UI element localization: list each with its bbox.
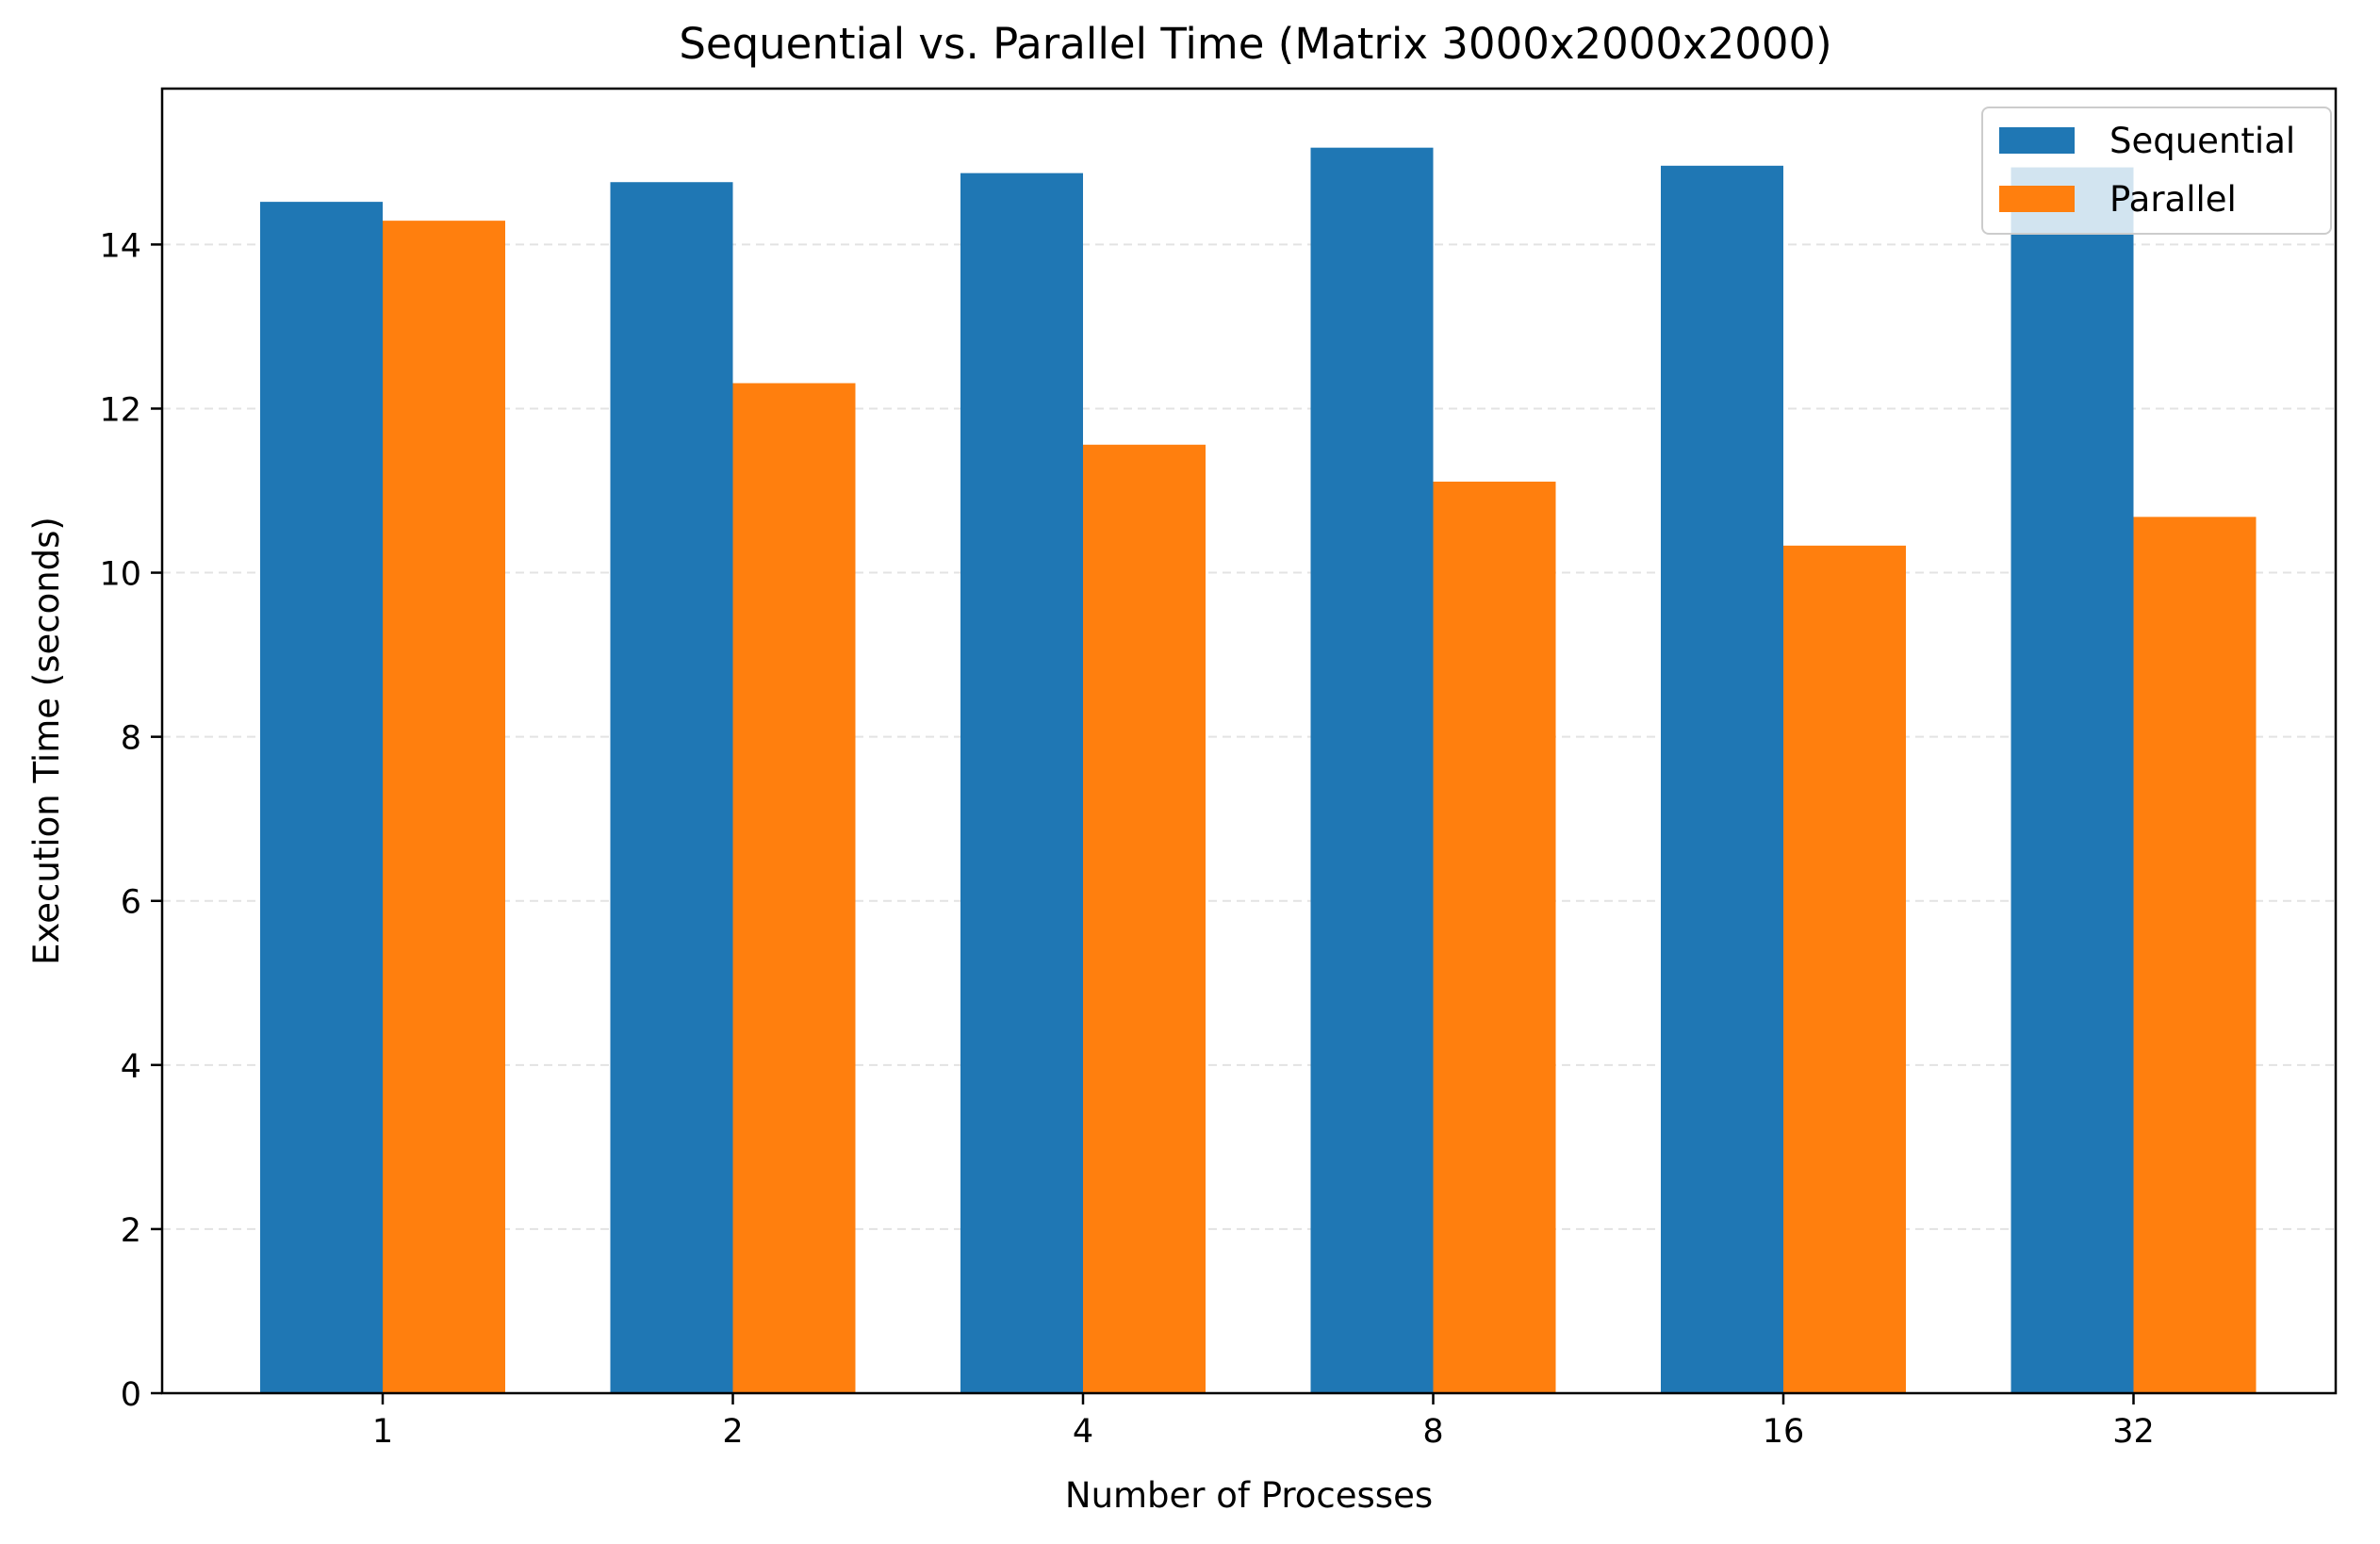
x-tick-label: 32 bbox=[2112, 1413, 2155, 1451]
x-tick-label: 16 bbox=[1763, 1413, 1805, 1451]
bar-parallel-2 bbox=[732, 383, 856, 1393]
y-tick-label: 10 bbox=[99, 556, 141, 594]
y-tick-label: 4 bbox=[121, 1048, 141, 1086]
y-tick-label: 0 bbox=[121, 1376, 141, 1414]
bar-parallel-1 bbox=[383, 221, 505, 1394]
y-axis-label: Execution Time (seconds) bbox=[26, 517, 67, 965]
bar-sequential-8 bbox=[1310, 147, 1434, 1394]
chart-title: Sequential vs. Parallel Time (Matrix 300… bbox=[679, 19, 1831, 69]
bar-parallel-8 bbox=[1433, 481, 1556, 1393]
bar-parallel-16 bbox=[1783, 545, 1906, 1393]
legend-swatch-parallel bbox=[1999, 186, 2075, 212]
legend-label-sequential: Sequential bbox=[2109, 121, 2295, 161]
bar-sequential-2 bbox=[610, 182, 733, 1393]
x-tick-label: 4 bbox=[1073, 1413, 1093, 1451]
bar-sequential-1 bbox=[260, 202, 383, 1394]
y-tick-label: 14 bbox=[99, 227, 141, 265]
y-tick-label: 12 bbox=[99, 391, 141, 429]
y-tick-label: 6 bbox=[121, 884, 141, 922]
y-tick-label: 8 bbox=[121, 720, 141, 758]
x-tick-label: 1 bbox=[372, 1413, 393, 1451]
bar-sequential-16 bbox=[1661, 165, 1783, 1393]
bar-sequential-32 bbox=[2011, 167, 2134, 1394]
bar-parallel-4 bbox=[1083, 444, 1206, 1393]
legend: Sequential Parallel bbox=[1981, 107, 2332, 235]
bar-parallel-32 bbox=[2133, 517, 2257, 1393]
x-tick-label: 2 bbox=[722, 1413, 743, 1451]
bars bbox=[260, 147, 2257, 1394]
gridlines bbox=[162, 243, 2336, 1230]
x-axis: 1 2 4 8 16 32 bbox=[372, 1393, 2155, 1451]
legend-swatch-sequential bbox=[1999, 127, 2075, 154]
y-axis: 0 2 4 6 8 10 12 14 bbox=[99, 227, 162, 1414]
x-axis-label: Number of Processes bbox=[1065, 1475, 1433, 1516]
y-tick-label: 2 bbox=[121, 1212, 141, 1250]
plot-frame bbox=[160, 87, 2338, 1395]
x-tick-label: 8 bbox=[1422, 1413, 1443, 1451]
legend-label-parallel: Parallel bbox=[2109, 179, 2237, 220]
bar-sequential-4 bbox=[960, 172, 1083, 1393]
